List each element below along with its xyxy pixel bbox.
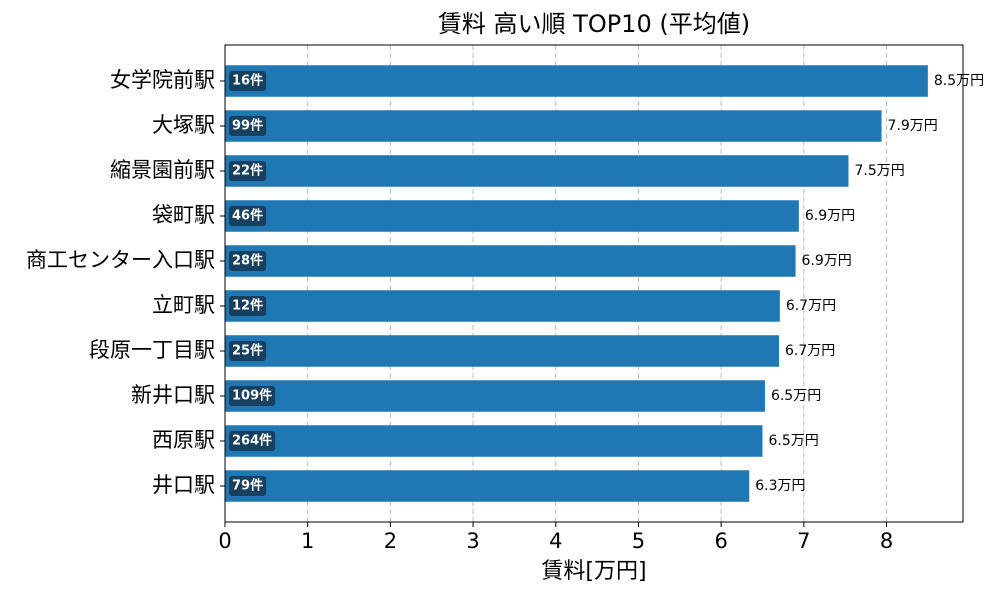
bar bbox=[225, 200, 799, 232]
value-label: 6.9万円 bbox=[802, 253, 852, 269]
value-label: 6.9万円 bbox=[805, 208, 855, 224]
y-tick-label: 大塚駅 bbox=[152, 113, 215, 137]
x-tick-label: 3 bbox=[466, 529, 479, 553]
y-tick-label: 新井口駅 bbox=[131, 383, 215, 407]
count-badge bbox=[229, 71, 267, 91]
bar bbox=[225, 245, 796, 277]
count-label: 16件 bbox=[232, 73, 263, 89]
x-tick-label: 0 bbox=[218, 529, 231, 553]
x-tick-label: 5 bbox=[632, 529, 645, 553]
x-tick-label: 7 bbox=[797, 529, 810, 553]
bar bbox=[225, 65, 928, 97]
bar bbox=[225, 380, 765, 412]
count-badge bbox=[229, 296, 267, 316]
x-tick-label: 1 bbox=[301, 529, 314, 553]
value-label: 6.3万円 bbox=[755, 478, 805, 494]
y-tick-label: 縮景園前駅 bbox=[110, 158, 215, 182]
count-label: 99件 bbox=[232, 118, 263, 134]
value-label: 7.9万円 bbox=[888, 118, 938, 134]
count-badge bbox=[229, 386, 276, 406]
y-tick-label: 立町駅 bbox=[152, 293, 215, 317]
x-tick-label: 4 bbox=[549, 529, 562, 553]
y-tick-label: 段原一丁目駅 bbox=[89, 338, 215, 362]
bar bbox=[225, 425, 763, 457]
chart-title: 賃料 高い順 TOP10 (平均値) bbox=[438, 10, 750, 38]
count-label: 22件 bbox=[232, 163, 263, 179]
count-badge bbox=[229, 431, 276, 451]
plot-frame bbox=[224, 44, 964, 523]
bar bbox=[225, 155, 849, 187]
count-badge bbox=[229, 206, 267, 226]
count-label: 25件 bbox=[232, 343, 263, 359]
bar bbox=[225, 110, 882, 142]
count-label: 264件 bbox=[232, 433, 272, 449]
value-label: 7.5万円 bbox=[854, 163, 904, 179]
y-tick-label: 商工センター入口駅 bbox=[26, 248, 215, 272]
count-label: 12件 bbox=[232, 298, 263, 314]
value-label: 6.7万円 bbox=[785, 343, 835, 359]
bar bbox=[225, 335, 780, 367]
x-tick-label: 8 bbox=[880, 529, 893, 553]
x-tick-label: 2 bbox=[384, 529, 397, 553]
value-label: 6.5万円 bbox=[768, 433, 818, 449]
value-label: 6.7万円 bbox=[786, 298, 836, 314]
count-badge bbox=[229, 251, 267, 271]
x-tick-label: 6 bbox=[714, 529, 727, 553]
count-label: 109件 bbox=[232, 388, 272, 404]
count-badge bbox=[229, 476, 267, 496]
value-label: 6.5万円 bbox=[771, 388, 821, 404]
value-label: 8.5万円 bbox=[934, 73, 984, 89]
y-tick-label: 井口駅 bbox=[152, 473, 215, 497]
y-tick-label: 西原駅 bbox=[152, 428, 215, 452]
count-label: 79件 bbox=[232, 478, 263, 494]
y-tick-label: 袋町駅 bbox=[152, 203, 215, 227]
count-badge bbox=[229, 116, 267, 136]
y-tick-label: 女学院前駅 bbox=[110, 68, 215, 92]
x-axis-label: 賃料[万円] bbox=[541, 559, 646, 584]
bar bbox=[225, 470, 750, 502]
bar bbox=[225, 290, 780, 322]
count-badge bbox=[229, 161, 267, 181]
count-badge bbox=[229, 341, 267, 361]
count-label: 46件 bbox=[232, 208, 263, 224]
count-label: 28件 bbox=[232, 253, 263, 269]
